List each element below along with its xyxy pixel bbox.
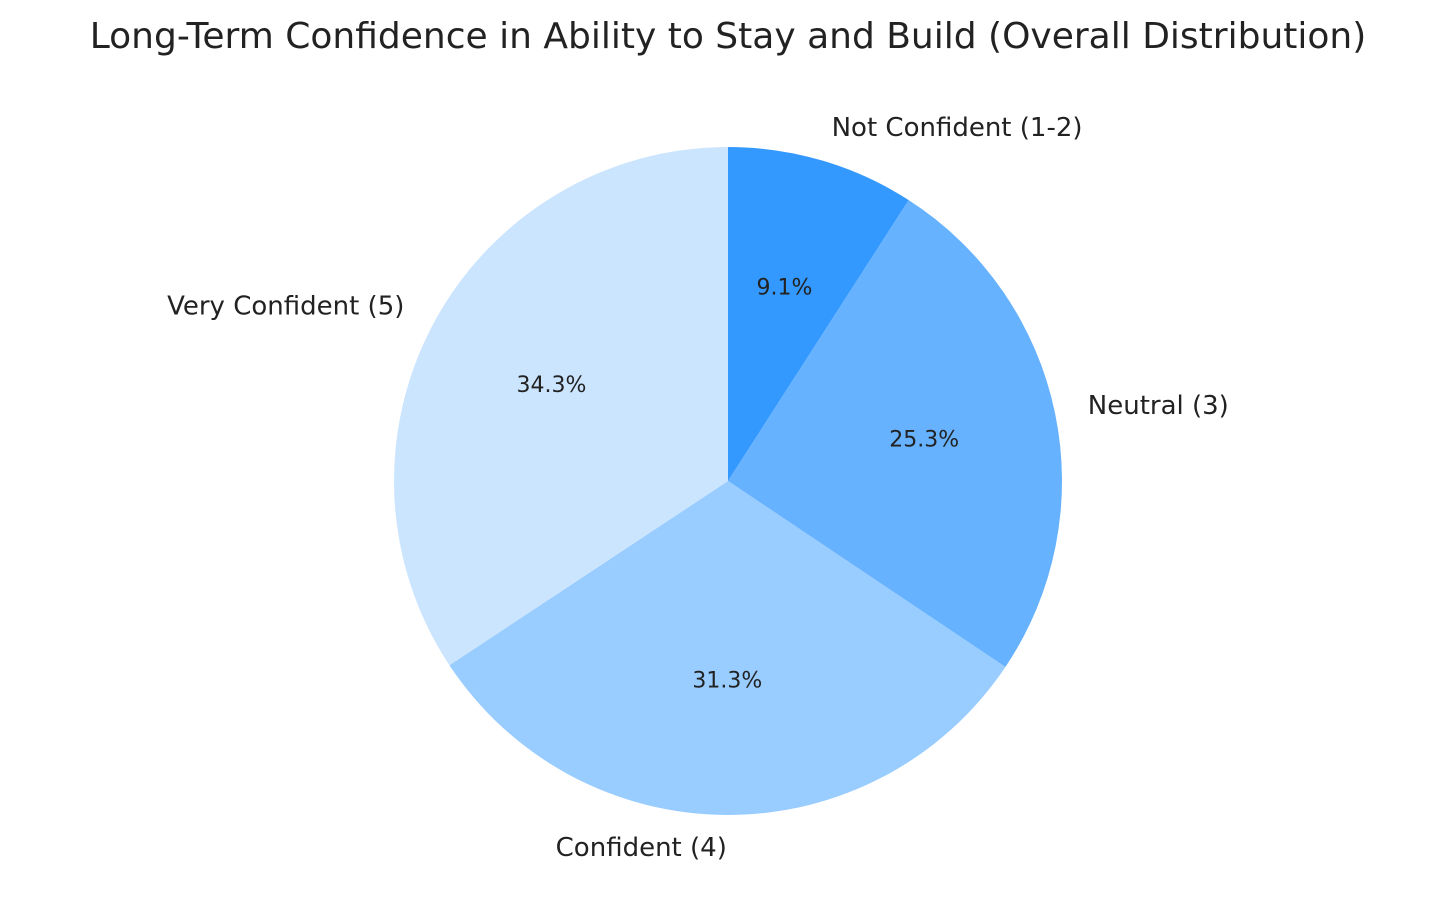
slice-pct-label-confident-4: 31.3% xyxy=(692,668,762,693)
slice-pct-label-not-confident-1-2: 9.1% xyxy=(757,276,813,301)
pie-labels: Not Confident (1-2) 9.1% Neutral (3) 25.3% C… xyxy=(167,113,1229,863)
pie-slices xyxy=(394,147,1062,815)
slice-pct-label-very-confident-5: 34.3% xyxy=(517,373,587,398)
slice-label-confident-4: Confident (4) xyxy=(556,833,727,863)
slice-label-very-confident-5: Very Confident (5) xyxy=(167,292,404,322)
slice-label-not-confident-1-2: Not Confident (1-2) xyxy=(832,113,1083,143)
pie-slice-confident-4 xyxy=(449,481,1006,815)
chart-title: Long-Term Confidence in Ability to Stay … xyxy=(90,16,1367,57)
pie-slice-neutral-3 xyxy=(728,200,1062,667)
pie-slice-not-confident-1-2 xyxy=(728,147,909,481)
pie-slice-very-confident-5 xyxy=(394,147,728,666)
slice-pct-label-neutral-3: 25.3% xyxy=(889,427,959,452)
slice-label-neutral-3: Neutral (3) xyxy=(1088,391,1229,421)
